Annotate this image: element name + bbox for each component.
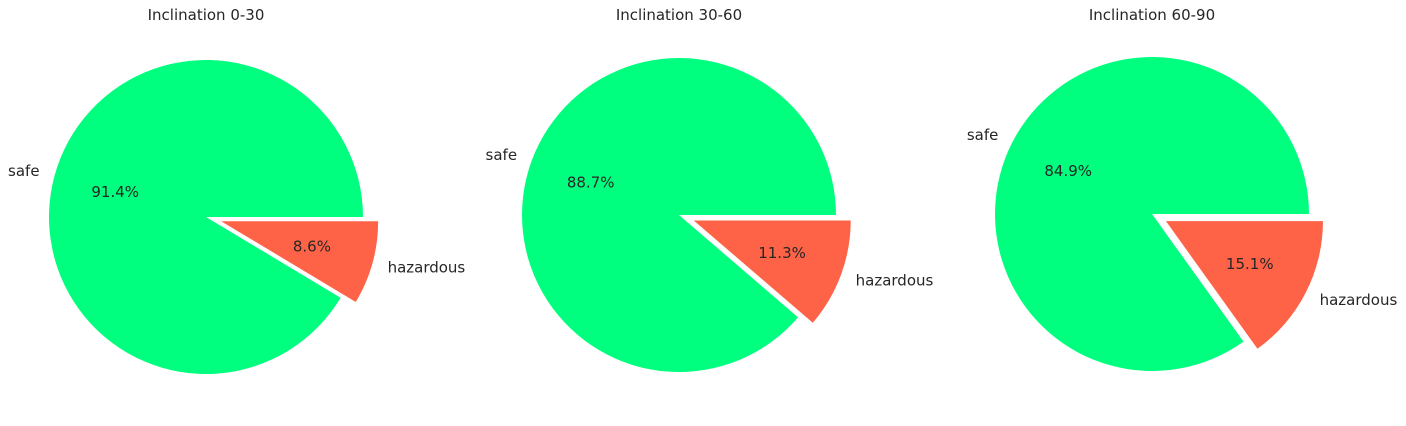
pie-slice-safe — [522, 57, 836, 372]
pct-label-hazardous: 11.3% — [758, 244, 806, 262]
slice-label-safe: safe — [486, 146, 518, 164]
pct-label-hazardous: 15.1% — [1226, 255, 1274, 273]
pie-slice-hazardous — [1165, 221, 1323, 349]
pie-chart-2: Inclination 30-60 88.7% safe 11.3% hazardous — [486, 6, 934, 372]
pie-slice-hazardous — [693, 220, 851, 323]
slice-label-hazardous: hazardous — [388, 258, 466, 276]
slice-label-safe: safe — [967, 126, 999, 144]
slice-label-hazardous: hazardous — [856, 271, 934, 289]
pie-chart-3: Inclination 60-90 84.9% safe 15.1% hazardous — [967, 6, 1398, 372]
chart-title: Inclination 30-60 — [616, 6, 742, 24]
chart-title: Inclination 0-30 — [148, 6, 265, 24]
pct-label-safe: 84.9% — [1044, 162, 1092, 180]
pct-label-hazardous: 8.6% — [293, 237, 331, 255]
slice-label-hazardous: hazardous — [1320, 291, 1398, 309]
pie-slice-hazardous — [221, 221, 379, 302]
pct-label-safe: 91.4% — [91, 183, 139, 201]
pct-label-safe: 88.7% — [567, 173, 615, 191]
pie-slice-safe — [48, 60, 364, 375]
pie-slice-safe — [994, 57, 1309, 372]
chart-title: Inclination 60-90 — [1089, 6, 1215, 24]
slice-label-safe: safe — [8, 162, 40, 180]
pie-chart-1: Inclination 0-30 91.4% safe 8.6% hazardous — [8, 6, 466, 375]
